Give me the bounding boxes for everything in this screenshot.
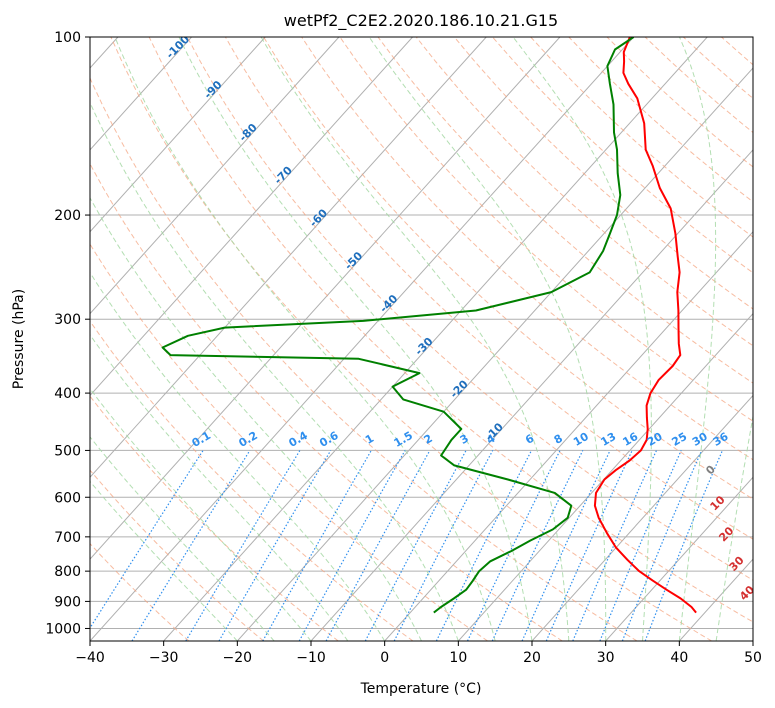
x-tick-label: −30 (149, 650, 179, 666)
x-tick-label: −40 (75, 650, 105, 666)
dry-adiabat (90, 76, 638, 641)
moist-adiabat (512, 37, 652, 641)
y-tick-label: 800 (54, 564, 81, 580)
dry-adiabat (90, 243, 488, 641)
temperature-profile (593, 37, 697, 614)
mixing-ratio-line (521, 450, 611, 641)
isotherm-line (90, 37, 561, 560)
x-tick-label: 20 (523, 650, 541, 666)
dry-adiabat (148, 37, 753, 623)
background-lines (90, 37, 753, 641)
x-axis-label: Temperature (°C) (360, 681, 482, 697)
mixing-ratio-line (545, 450, 633, 641)
moist-adiabat (90, 101, 459, 641)
y-tick-label: 500 (54, 443, 81, 459)
x-tick-label: −10 (296, 650, 326, 666)
y-tick-label: 900 (54, 594, 81, 610)
moist-adiabat (90, 196, 422, 641)
dry-adiabat (263, 37, 753, 500)
isotherm-line (163, 37, 708, 641)
dry-adiabat (90, 162, 563, 641)
isotherm-line (90, 37, 266, 233)
moist-adiabat (90, 436, 275, 641)
mixing-ratio-line (262, 450, 372, 641)
x-axis: −40 −30 −20 −10 0 10 20 30 40 50 (75, 641, 762, 666)
y-tick-label: 300 (54, 312, 81, 328)
mixing-ratio-line (185, 450, 301, 641)
mixing-ratio-line (466, 450, 561, 641)
moist-adiabat (178, 37, 533, 641)
plot-frame (89, 36, 754, 642)
dry-adiabat (224, 37, 753, 540)
isotherm-line (90, 37, 413, 397)
x-tick-label: 0 (380, 650, 389, 666)
dry-adiabat (90, 469, 264, 641)
isotherm-line (90, 37, 340, 315)
x-tick-label: 10 (449, 650, 467, 666)
moist-adiabat (715, 413, 753, 641)
moist-adiabat (90, 333, 349, 641)
mixing-ratio-line (298, 450, 406, 641)
y-tick-label: 100 (54, 30, 81, 46)
dry-adiabat (186, 37, 753, 581)
x-tick-label: 30 (597, 650, 615, 666)
y-axis: 100 200 300 400 500 600 700 800 900 1000 (45, 30, 90, 637)
y-tick-label: 600 (54, 490, 81, 506)
x-tick-label: 50 (744, 650, 762, 666)
x-tick-label: −20 (223, 650, 253, 666)
dry-adiabat (453, 37, 753, 310)
y-axis-label: Pressure (hPa) (11, 289, 27, 389)
dewpoint-profile (161, 37, 635, 614)
mixing-ratio-line (393, 450, 494, 641)
dry-adiabat (339, 37, 753, 422)
moist-adiabat (114, 37, 496, 641)
dry-adiabat (90, 320, 414, 641)
y-tick-label: 200 (54, 208, 81, 224)
y-tick-label: 400 (54, 386, 81, 402)
isotherm-line (531, 394, 753, 641)
mixing-ratio-line (572, 450, 658, 641)
isotherm-line (457, 312, 753, 641)
mixing-ratio-line (644, 450, 723, 641)
x-tick-label: 40 (670, 650, 688, 666)
mixing-ratio-line (364, 450, 467, 641)
moist-adiabat (678, 37, 717, 641)
isotherm-line (384, 230, 753, 641)
y-tick-label: 1000 (45, 621, 81, 637)
moist-adiabat (90, 387, 312, 641)
chart-title: wetPf2_C2E2.2020.186.10.21.G15 (284, 11, 558, 31)
mixing-ratio-line (325, 450, 431, 641)
isotherm-line (236, 67, 753, 641)
mixing-ratio-line (491, 450, 584, 641)
dry-adiabat (90, 395, 339, 641)
isotherm-line (90, 37, 487, 479)
isotherm-line (90, 37, 192, 151)
mixing-ratio-line (621, 450, 703, 641)
sounding-profiles (161, 37, 697, 614)
isotherm-line (605, 476, 753, 641)
dry-adiabat (110, 37, 712, 641)
mixing-ratio-line (90, 450, 204, 630)
moist-adiabat (90, 271, 386, 641)
mixing-ratio-line (131, 450, 251, 641)
y-tick-label: 700 (54, 530, 81, 546)
moist-adiabat (260, 37, 570, 641)
